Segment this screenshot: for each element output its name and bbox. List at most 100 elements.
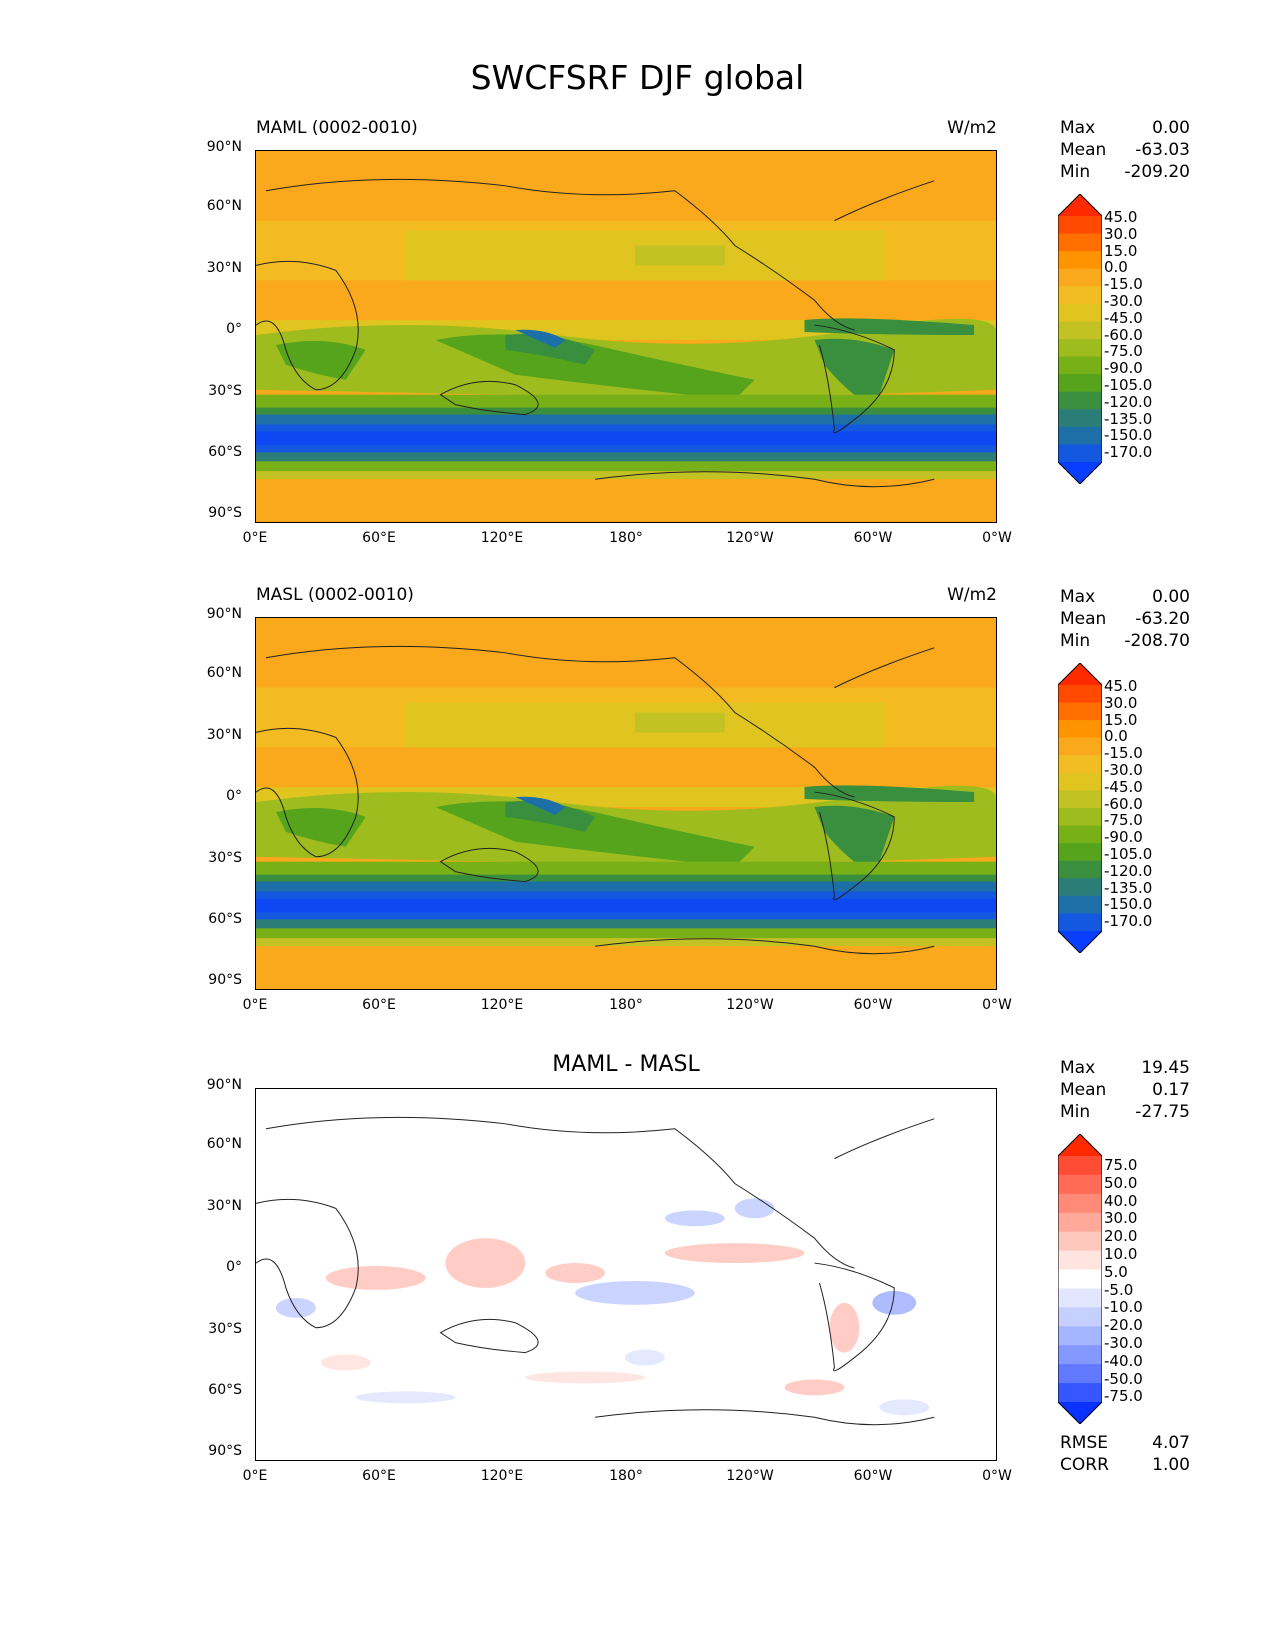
- stat-label: Min: [1060, 162, 1091, 182]
- ytick-label: 90°N: [206, 139, 242, 155]
- ytick-label: 30°S: [208, 383, 242, 399]
- map-maml: [255, 150, 997, 523]
- xtick-label: 180°: [609, 1468, 643, 1484]
- colorbar-tick-label: -120.0: [1104, 392, 1153, 411]
- stat-value: -63.03: [1135, 140, 1190, 160]
- xtick-label: 120°W: [726, 997, 774, 1013]
- stat-label: Mean: [1060, 140, 1107, 160]
- colorbar-tick-label: 45.0: [1104, 208, 1138, 226]
- panel-left-title: MASL (0002-0010): [256, 585, 414, 605]
- stat-label: Min: [1060, 631, 1091, 651]
- colorbar-tick-label: -45.0: [1104, 777, 1143, 796]
- colorbar-tick-label: -135.0: [1104, 878, 1153, 897]
- colorbar-bottom-extend: [1058, 931, 1102, 953]
- colorbar-segment: [1058, 321, 1102, 340]
- colorbar-tick-label: 30.0: [1104, 693, 1138, 712]
- ytick-label: 90°S: [208, 1443, 242, 1459]
- rmse-value: 4.07: [1152, 1433, 1190, 1453]
- colorbar-tick-label: -90.0: [1104, 359, 1143, 378]
- colorbar-bottom-extend: [1058, 462, 1102, 484]
- map-masl: [255, 617, 997, 990]
- colorbar-tick-label: -150.0: [1104, 895, 1153, 914]
- stats-box: Max 0.00 Mean -63.03 Min -209.20: [1060, 117, 1190, 183]
- ytick-label: 60°N: [206, 198, 242, 214]
- ytick-label: 60°N: [206, 1136, 242, 1152]
- colorbar-tick-label: -120.0: [1104, 861, 1153, 880]
- ytick-label: 30°N: [206, 260, 242, 276]
- colorbar-svg: [1057, 662, 1103, 954]
- ytick-label: 90°S: [208, 505, 242, 521]
- xtick-label: 60°E: [362, 530, 396, 546]
- stat-label: Max: [1060, 587, 1096, 607]
- ytick-label: 90°S: [208, 972, 242, 988]
- colorbar-tick-label: 15.0: [1104, 710, 1138, 729]
- colorbar-segment: [1058, 303, 1102, 322]
- colorbar-top-extend: [1058, 1134, 1102, 1156]
- colorbar-segment: [1058, 860, 1102, 879]
- ytick-label: 60°S: [208, 1382, 242, 1398]
- map-diff: [255, 1088, 997, 1461]
- colorbar-segment: [1058, 1250, 1102, 1271]
- colorbar-segment: [1058, 251, 1102, 270]
- xtick-label: 0°E: [242, 1468, 268, 1484]
- colorbar-segment: [1058, 685, 1102, 704]
- colorbar-segment: [1058, 1307, 1102, 1327]
- stat-value: -208.70: [1124, 631, 1190, 651]
- colorbar-tick-label: -60.0: [1104, 325, 1143, 344]
- colorbar-tick-label: -50.0: [1104, 1369, 1143, 1388]
- stat-label: Mean: [1060, 609, 1107, 629]
- colorbar-tick-label: -170.0: [1104, 912, 1153, 931]
- colorbar-segment: [1058, 216, 1102, 235]
- colorbar-segment: [1058, 1193, 1102, 1214]
- stat-label: Max: [1060, 1058, 1096, 1078]
- map-field: [256, 151, 996, 522]
- stat-value: 19.45: [1141, 1058, 1190, 1078]
- ytick-label: 0°: [226, 788, 242, 804]
- stat-value: 0.17: [1152, 1080, 1190, 1100]
- stat-value: 0.00: [1152, 118, 1190, 138]
- colorbar-segment: [1058, 843, 1102, 862]
- panel-diff: MAML - MASL: [0, 1052, 1275, 1492]
- colorbar-segment: [1058, 1231, 1102, 1252]
- xtick-label: 120°E: [480, 997, 524, 1013]
- xtick-label: 0°W: [982, 530, 1012, 546]
- colorbar-segment: [1058, 808, 1102, 827]
- colorbar-top-extend: [1058, 194, 1102, 216]
- xtick-label: 180°: [609, 530, 643, 546]
- xtick-label: 120°W: [726, 1468, 774, 1484]
- colorbar-tick-label: -30.0: [1104, 761, 1143, 779]
- colorbar-tick-label: 5.0: [1104, 1262, 1128, 1281]
- colorbar-segment: [1058, 444, 1102, 463]
- xtick-label: 0°E: [242, 530, 268, 546]
- colorbar-tick-label: -30.0: [1104, 1334, 1143, 1352]
- colorbar-tick-label: -15.0: [1104, 744, 1143, 763]
- colorbar-svg: [1057, 1133, 1103, 1425]
- colorbar: [1057, 662, 1103, 954]
- corr-label: CORR: [1060, 1455, 1109, 1475]
- stat-label: Min: [1060, 1102, 1091, 1122]
- colorbar-tick-label: 20.0: [1104, 1227, 1138, 1246]
- xtick-label: 60°E: [362, 997, 396, 1013]
- colorbar-segment: [1058, 1156, 1102, 1176]
- ytick-label: 0°: [226, 1259, 242, 1275]
- stats-box: Max 0.00 Mean -63.20 Min -208.70: [1060, 586, 1190, 652]
- ytick-label: 30°S: [208, 1321, 242, 1337]
- colorbar-tick-label: -105.0: [1104, 376, 1153, 394]
- stat-value: -209.20: [1124, 162, 1190, 182]
- colorbar-tick-label: -75.0: [1104, 1387, 1143, 1406]
- xtick-label: 60°W: [853, 1468, 893, 1484]
- stats-box: Max 19.45 Mean 0.17 Min -27.75: [1060, 1057, 1190, 1123]
- colorbar-tick-label: 75.0: [1104, 1156, 1138, 1174]
- colorbar-segment: [1058, 878, 1102, 897]
- xtick-label: 180°: [609, 997, 643, 1013]
- colorbar-segment: [1058, 233, 1102, 252]
- colorbar-tick-label: -150.0: [1104, 426, 1153, 445]
- colorbar-tick-label: 15.0: [1104, 241, 1138, 260]
- colorbar-segment: [1058, 1269, 1102, 1289]
- colorbar-segment: [1058, 1326, 1102, 1346]
- stat-value: -27.75: [1135, 1102, 1190, 1122]
- colorbar-segment: [1058, 1364, 1102, 1384]
- colorbar-tick-label: -105.0: [1104, 845, 1153, 863]
- colorbar-tick-label: -170.0: [1104, 443, 1153, 462]
- xtick-label: 60°E: [362, 1468, 396, 1484]
